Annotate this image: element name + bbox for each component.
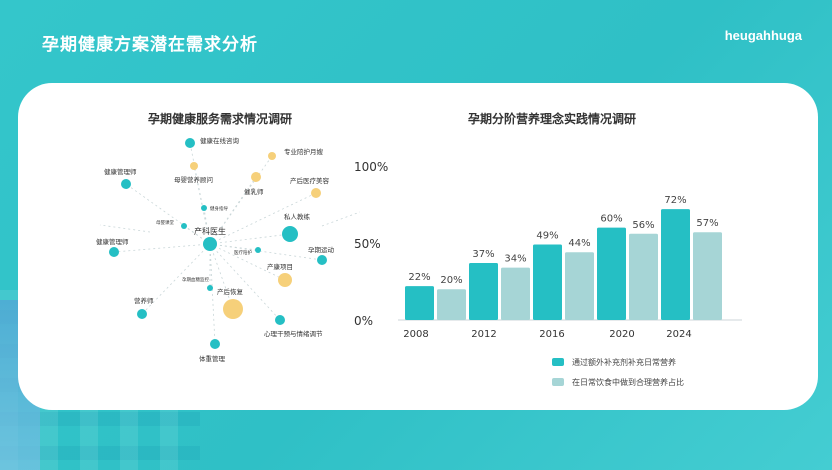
network-node	[190, 162, 198, 170]
page-title: 孕期健康方案潜在需求分析	[42, 35, 258, 55]
network-node-label: 心理干预与情绪调节	[264, 329, 323, 338]
network-node-label: 体重管理	[199, 354, 226, 363]
network-node	[185, 138, 195, 148]
bar	[693, 232, 722, 320]
network-node	[317, 255, 327, 265]
bar-data-label: 37%	[472, 249, 494, 260]
network-node	[201, 205, 207, 211]
network-node-label: 健康管理师	[96, 237, 129, 246]
network-link	[209, 176, 257, 245]
network-link	[209, 243, 259, 251]
network-link	[209, 243, 281, 321]
network-node	[251, 172, 261, 182]
network-node	[275, 315, 285, 325]
bar	[437, 289, 466, 320]
bar-data-label: 44%	[568, 238, 590, 249]
bar	[597, 227, 626, 320]
network-node	[210, 339, 220, 349]
x-tick-label: 2016	[539, 329, 564, 340]
network-node-label: 健康管理师	[104, 167, 137, 176]
legend-swatch	[552, 358, 564, 366]
bar-data-label: 20%	[440, 275, 462, 286]
network-node-label: 孕期运动	[308, 246, 335, 254]
network-node	[268, 152, 276, 160]
network-link	[209, 243, 234, 310]
network-node	[278, 273, 292, 287]
network-center-node	[203, 237, 217, 251]
network-node-label: 催乳师	[244, 187, 264, 196]
network-node	[207, 285, 213, 291]
bar	[533, 244, 562, 320]
network-link	[209, 243, 216, 345]
chart-legend: 通过额外补充剂补充日常营养 在日常饮食中做到合理营养占比	[552, 352, 684, 392]
bar-data-label: 60%	[600, 214, 622, 225]
network-node	[181, 223, 187, 229]
bar	[661, 209, 690, 320]
x-tick-label: 2008	[403, 329, 428, 340]
network-node	[121, 179, 131, 189]
network-link	[141, 243, 211, 315]
network-node-label: 健康在线咨询	[200, 136, 240, 145]
x-tick-label: 2024	[666, 329, 691, 340]
network-link	[99, 224, 151, 233]
network-node	[311, 188, 321, 198]
y-tick-label: 0%	[354, 314, 373, 328]
bar-chart: 100% 50% 0% 22% 20% 37% 34% 49% 44% 60% 56% 72% 57% 2…	[354, 160, 742, 340]
chart-title: 孕期分阶营养理念实践情况调研	[468, 112, 637, 126]
legend-swatch	[552, 378, 564, 386]
legend-item-series-1: 在日常饮食中做到合理营养占比	[552, 372, 684, 392]
bar-data-label: 56%	[632, 220, 654, 231]
network-link	[125, 183, 211, 245]
bar-data-label: 34%	[504, 254, 526, 265]
bar-data-label: 49%	[536, 231, 558, 242]
network-diagram: 产科医生健康在线咨询专业陪护月嫂母婴营养顾问健康管理师催乳师产后医疗美容健身指导…	[96, 136, 360, 363]
network-link	[209, 243, 286, 281]
network-link	[113, 243, 211, 253]
network-node	[109, 247, 119, 257]
network-title: 孕期健康服务需求情况调研	[148, 112, 293, 126]
network-node-label: 私人教练	[284, 212, 311, 221]
legend-label: 在日常饮食中做到合理营养占比	[572, 377, 684, 387]
bar	[469, 263, 498, 320]
network-node	[223, 299, 243, 319]
brand-logo-text: heugahhuga	[724, 28, 802, 43]
network-node-label: 产后医疗美容	[290, 176, 330, 185]
network-center-label: 产科医生	[194, 226, 226, 236]
network-node-label: 专业陪护月嫂	[284, 147, 324, 156]
legend-item-series-0: 通过额外补充剂补充日常营养	[552, 352, 684, 372]
network-node	[255, 247, 261, 253]
network-node-label: 母婴课堂	[156, 219, 174, 226]
network-node	[137, 309, 147, 319]
bar	[565, 252, 594, 320]
network-node-label: 产后恢复	[217, 287, 244, 296]
network-node-label: 母婴营养顾问	[174, 175, 213, 184]
network-node-label: 产康项目	[267, 262, 293, 271]
bar	[501, 267, 530, 320]
network-link	[321, 211, 360, 227]
network-link	[209, 243, 323, 261]
x-tick-label: 2012	[471, 329, 496, 340]
x-tick-label: 2020	[609, 329, 634, 340]
bar-data-label: 72%	[664, 195, 686, 206]
bar	[405, 286, 434, 320]
y-tick-label: 50%	[354, 237, 381, 251]
legend-label: 通过额外补充剂补充日常营养	[572, 357, 676, 367]
bar-data-label: 22%	[408, 272, 430, 283]
network-link	[193, 165, 211, 245]
network-node	[282, 226, 298, 242]
bar-data-label: 57%	[696, 218, 718, 229]
network-link	[209, 233, 291, 245]
bar	[629, 233, 658, 320]
network-node-label: 医疗陪护	[234, 249, 252, 256]
network-node-label: 孕期血糖监控	[182, 276, 209, 283]
network-node-label: 营养师	[134, 296, 154, 305]
y-tick-label: 100%	[354, 160, 388, 174]
network-node-label: 健身指导	[210, 205, 228, 212]
